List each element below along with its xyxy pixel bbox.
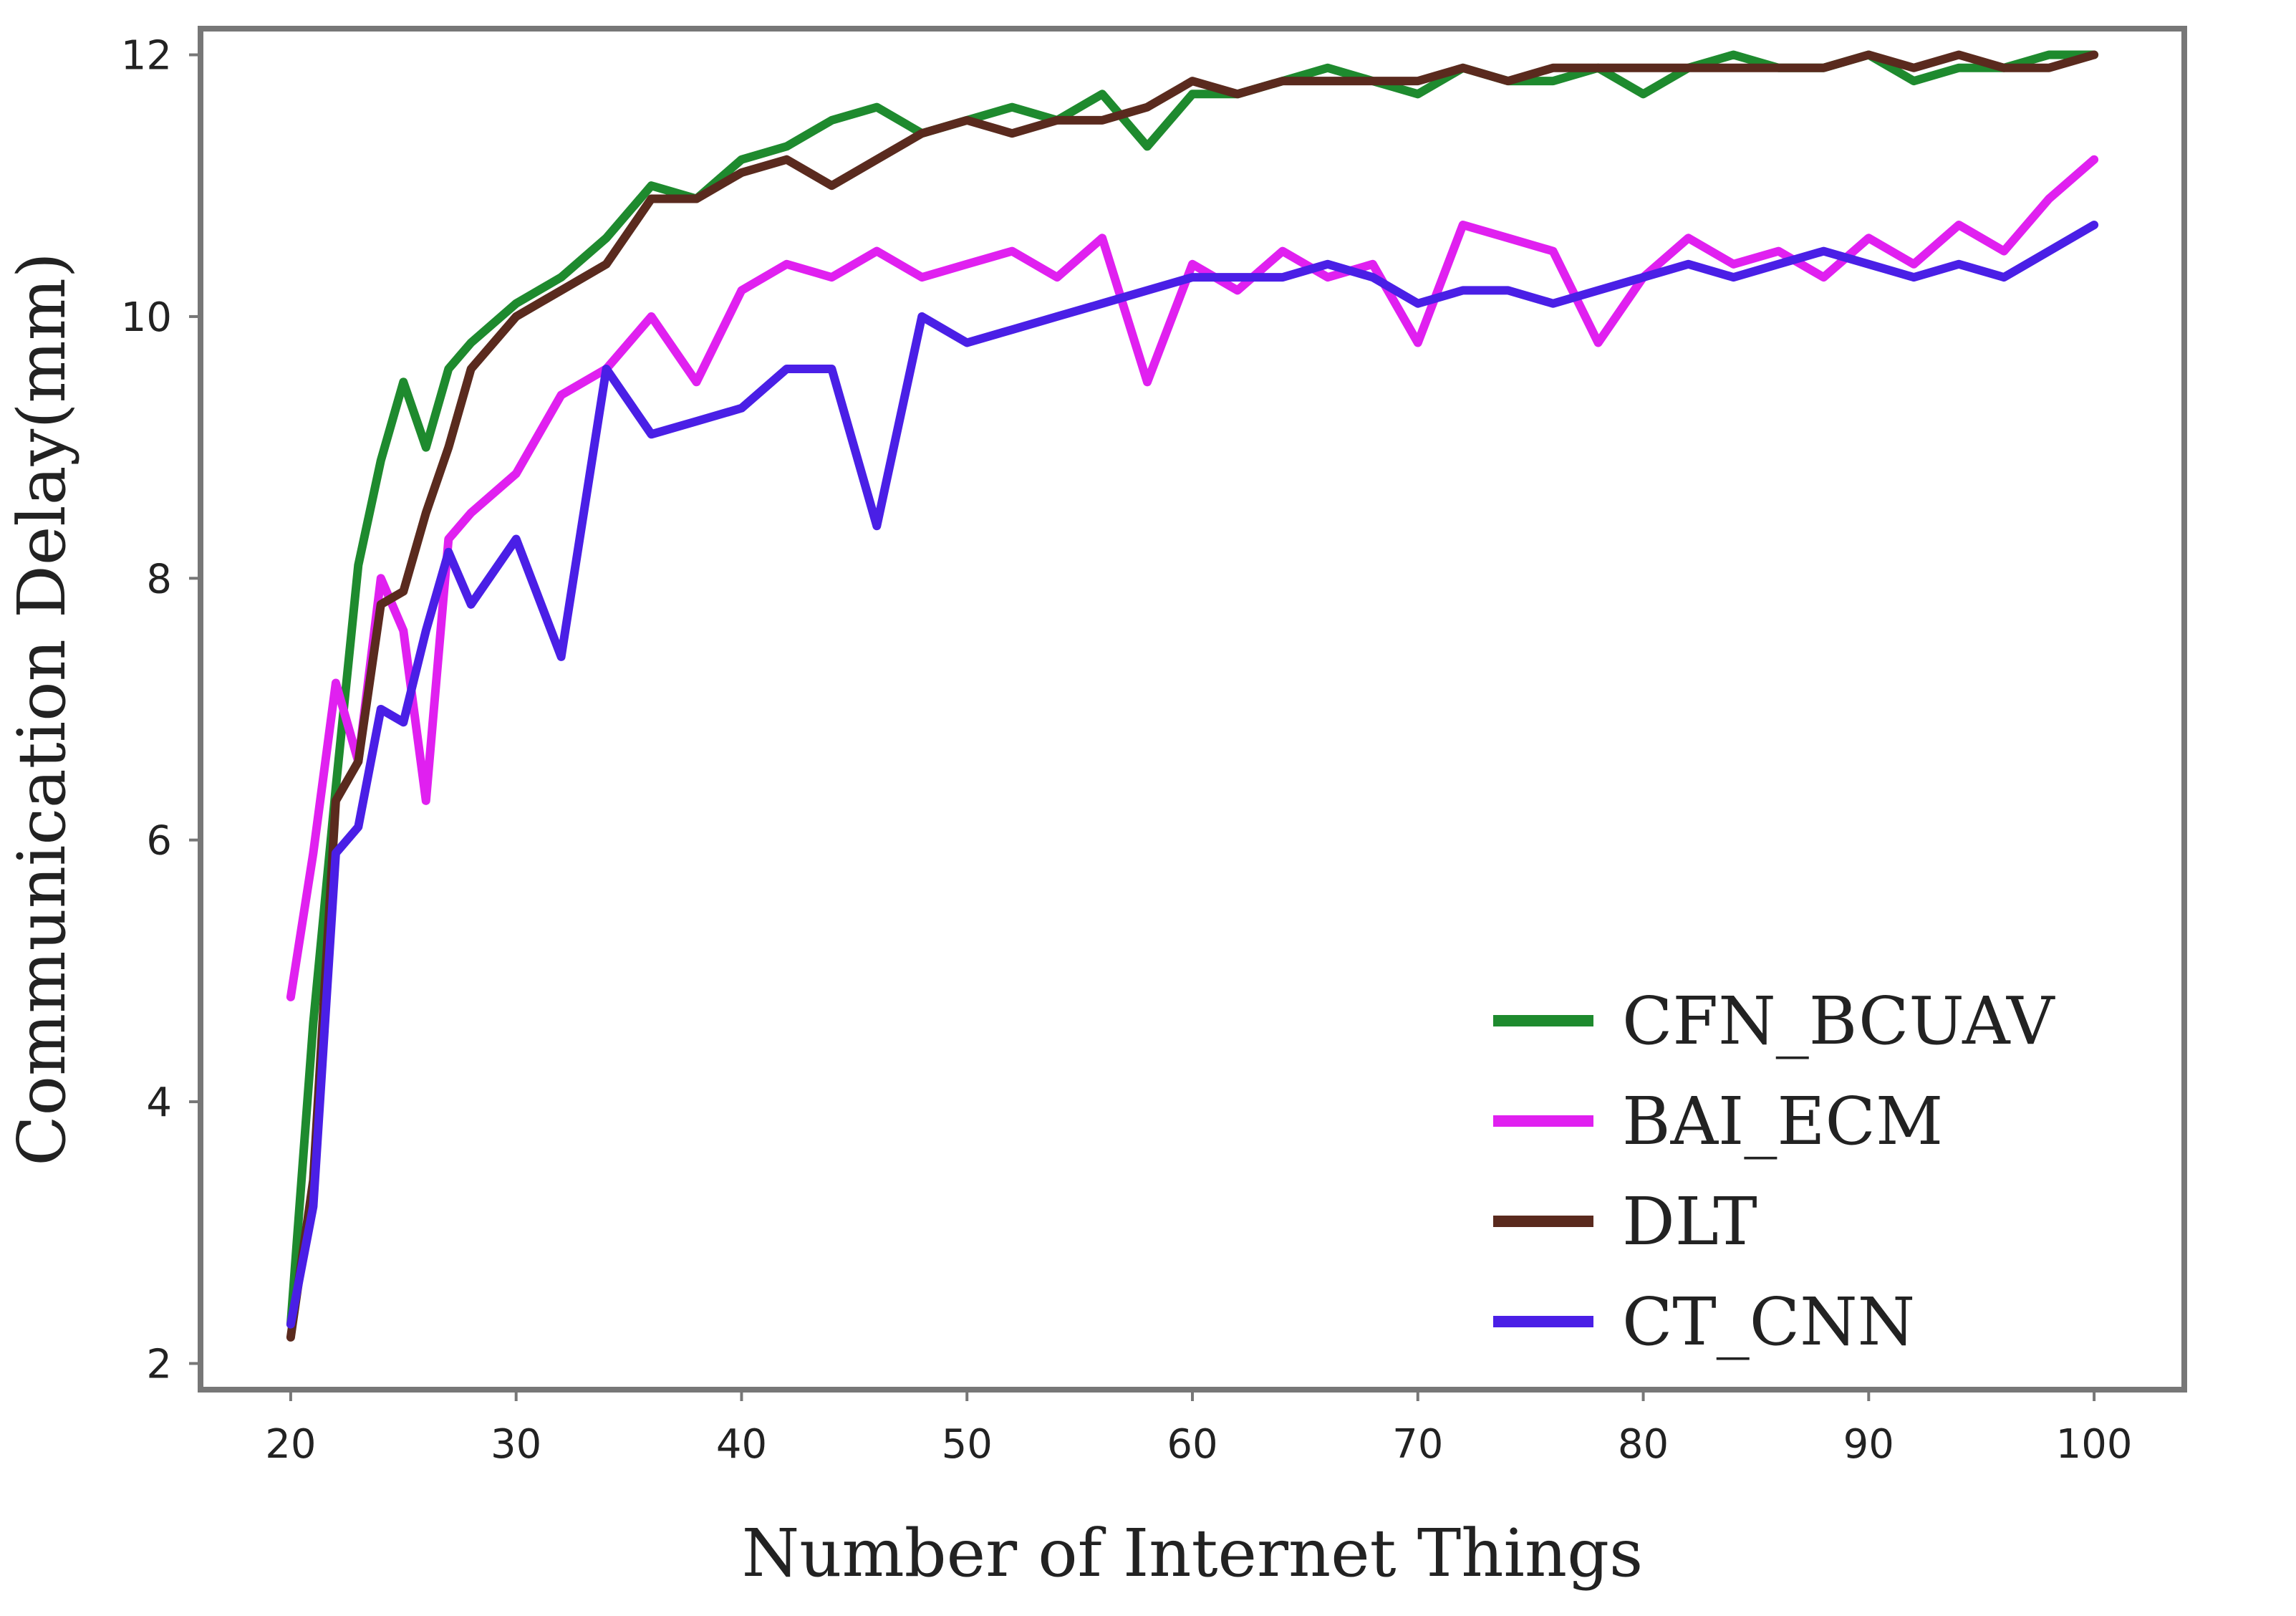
legend-label-dlt: DLT <box>1622 1183 1757 1260</box>
x-tick-label: 90 <box>1843 1421 1894 1468</box>
x-tick-label: 60 <box>1167 1421 1217 1468</box>
y-tick-label: 4 <box>146 1079 172 1126</box>
plot-area <box>198 26 2187 1393</box>
x-tick-label: 70 <box>1392 1421 1443 1468</box>
y-tick-label: 12 <box>121 33 172 80</box>
series-line-dlt <box>286 50 2099 1342</box>
series-lines <box>286 50 2099 1342</box>
x-tick-label: 20 <box>265 1421 316 1468</box>
legend-label-cfn-bcuav: CFN_BCUAV <box>1622 983 2055 1059</box>
x-tick-label: 50 <box>942 1421 993 1468</box>
y-axis-ticks: 2 4 6 8 10 12 <box>121 33 201 1387</box>
x-axis-title: Number of Internet Things <box>742 1515 1644 1592</box>
y-axis-title: Communication Delay(mm) <box>4 252 80 1166</box>
y-tick-label: 2 <box>146 1341 172 1387</box>
series-line-ct-cnn <box>286 221 2099 1329</box>
x-tick-label: 100 <box>2056 1421 2133 1468</box>
legend-label-bai-ecm: BAI_ECM <box>1622 1083 1943 1160</box>
legend: CFN_BCUAV BAI_ECM DLT CT_CNN <box>1493 983 2055 1360</box>
y-tick-label: 8 <box>146 556 172 602</box>
series-line-bai-ecm <box>286 155 2099 1001</box>
x-axis-ticks: 20 30 40 50 60 70 80 90 100 <box>265 1390 2133 1468</box>
x-tick-label: 40 <box>716 1421 767 1468</box>
legend-label-ct-cnn: CT_CNN <box>1622 1284 1915 1360</box>
y-tick-label: 6 <box>146 818 172 865</box>
x-tick-label: 30 <box>491 1421 541 1468</box>
y-tick-label: 10 <box>121 294 172 341</box>
x-tick-label: 80 <box>1618 1421 1669 1468</box>
series-line-cfn-bcuav <box>286 50 2099 1329</box>
